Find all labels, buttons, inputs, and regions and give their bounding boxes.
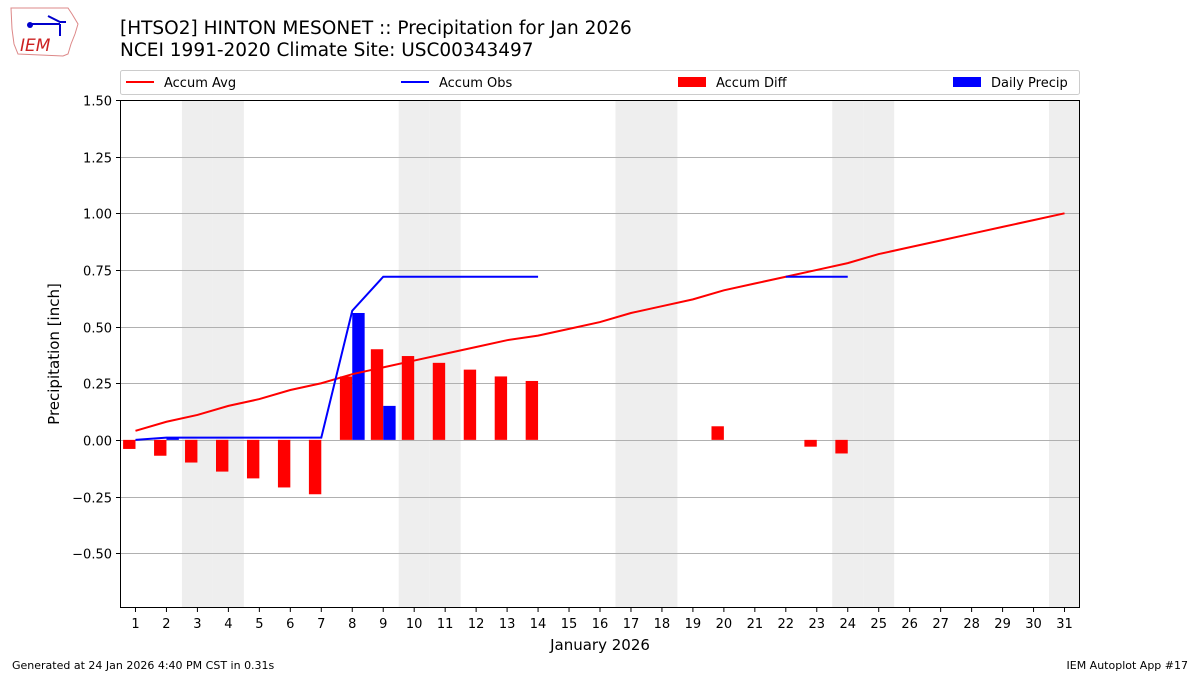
x-tick-label: 16: [592, 617, 609, 632]
legend-label: Daily Precip: [991, 76, 1068, 91]
daily-precip-bar: [166, 437, 179, 440]
x-tick-label: 22: [778, 617, 795, 632]
weekend-shade: [1049, 100, 1080, 608]
x-tick-label: 7: [317, 617, 325, 632]
accum-diff-bar: [804, 439, 817, 447]
x-tick-label: 9: [379, 617, 387, 632]
x-tick-label: 5: [255, 617, 263, 632]
accum-avg-line: [135, 212, 1065, 432]
daily-precip-bar: [352, 312, 365, 440]
iem-logo: IEM: [8, 4, 80, 62]
y-tick-label: −0.50: [72, 548, 112, 563]
x-tick-label: 10: [406, 617, 423, 632]
accum-diff-bar: [246, 439, 260, 479]
daily-precip-bar: [383, 405, 396, 440]
x-axis-label: January 2026: [549, 636, 650, 654]
x-tick-label: 18: [654, 617, 671, 632]
x-tick-label: 23: [809, 617, 826, 632]
x-tick-label: 13: [499, 617, 516, 632]
weekend-shade: [398, 100, 430, 608]
accum-diff-bar: [123, 439, 136, 449]
y-tick-label: 0.25: [83, 378, 112, 393]
weekend-shade: [615, 100, 647, 608]
footer-generated: Generated at 24 Jan 2026 4:40 PM CST in …: [12, 659, 275, 672]
svg-text:IEM: IEM: [20, 36, 51, 56]
x-tick-label: 30: [1025, 617, 1042, 632]
weekend-shade: [863, 100, 895, 608]
x-tick-label: 4: [224, 617, 232, 632]
legend-label: Accum Diff: [716, 76, 788, 91]
title-line-1: [HTSO2] HINTON MESONET :: Precipitation …: [120, 18, 632, 39]
x-tick-label: 12: [468, 617, 485, 632]
legend-swatch: [678, 77, 706, 87]
accum-diff-bar: [525, 380, 539, 440]
x-tick-label: 29: [994, 617, 1011, 632]
weekend-shade: [646, 100, 678, 608]
y-tick-label: 1.25: [83, 152, 112, 167]
weekend-shade: [212, 100, 244, 608]
accum-diff-bar: [185, 439, 198, 463]
footer-app: IEM Autoplot App #17: [1066, 659, 1189, 672]
x-tick-label: 27: [932, 617, 949, 632]
y-tick-label: 1.50: [83, 95, 112, 110]
x-tick-label: 8: [348, 617, 356, 632]
x-tick-label: 21: [747, 617, 764, 632]
accum-diff-bar: [277, 439, 291, 488]
accum-diff-bar: [401, 356, 415, 440]
accum-diff-bar: [308, 439, 322, 495]
x-tick-label: 15: [561, 617, 578, 632]
weekend-shade: [832, 100, 864, 608]
accum-obs-line: [135, 275, 539, 441]
chart-title: [HTSO2] HINTON MESONET :: Precipitation …: [120, 18, 632, 62]
accum-diff-bar: [494, 376, 508, 440]
y-tick-label: 0.75: [83, 265, 112, 280]
x-tick-label: 20: [716, 617, 733, 632]
y-tick-label: −0.25: [72, 492, 112, 507]
y-axis-label: Precipitation [inch]: [45, 283, 63, 425]
x-tick-label: 17: [623, 617, 640, 632]
legend-swatch: [953, 77, 981, 87]
x-tick-label: 26: [901, 617, 918, 632]
x-tick-label: 2: [162, 617, 170, 632]
legend-label: Accum Avg: [164, 76, 236, 91]
y-tick-label: 0.50: [83, 322, 112, 337]
x-tick-label: 31: [1056, 617, 1073, 632]
accum-diff-bar: [432, 362, 446, 440]
x-tick-label: 14: [530, 617, 547, 632]
x-tick-label: 3: [193, 617, 201, 632]
plot-frame: [120, 100, 1080, 608]
x-tick-label: 6: [286, 617, 294, 632]
x-tick-label: 28: [963, 617, 980, 632]
accum-diff-bar: [339, 376, 353, 440]
legend: Accum Avg Accum Obs Accum Diff Daily Precip: [120, 70, 1080, 95]
accum-diff-bar: [370, 349, 384, 440]
x-tick-label: 1: [131, 617, 139, 632]
title-line-2: NCEI 1991-2020 Climate Site: USC00343497: [120, 40, 534, 61]
x-tick-label: 11: [437, 617, 454, 632]
accum-diff-bar: [711, 426, 724, 440]
accum-diff-bar: [154, 439, 167, 456]
y-tick-label: 1.00: [83, 208, 112, 223]
x-tick-label: 19: [685, 617, 702, 632]
y-tick-label: 0.00: [83, 435, 112, 450]
x-tick-label: 25: [870, 617, 887, 632]
legend-label: Accum Obs: [439, 76, 512, 91]
accum-diff-bar: [216, 439, 229, 472]
accum-diff-bar: [835, 439, 848, 454]
x-tick-label: 24: [839, 617, 856, 632]
weekend-shade: [181, 100, 213, 608]
accum-diff-bar: [463, 369, 477, 440]
